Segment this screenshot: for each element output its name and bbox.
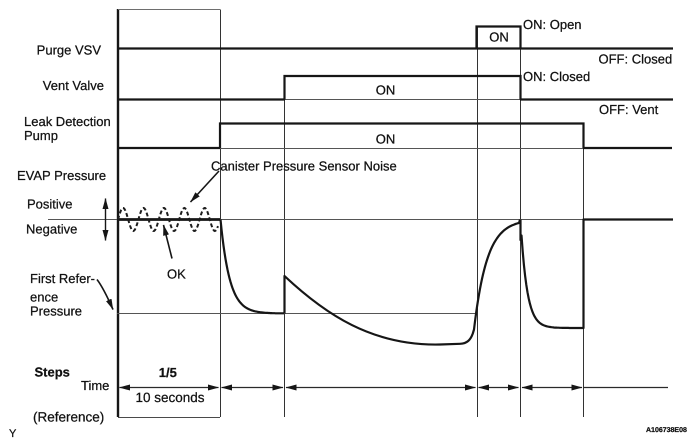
svg-text:1/5: 1/5 (159, 365, 177, 380)
svg-text:First Refer-: First Refer- (30, 271, 95, 286)
svg-text:Pump: Pump (24, 128, 58, 143)
svg-text:ON: ON (489, 30, 509, 45)
svg-text:Vent Valve: Vent Valve (43, 78, 104, 93)
svg-text:Positive: Positive (27, 197, 73, 212)
svg-text:10 seconds: 10 seconds (136, 390, 205, 405)
svg-text:OFF: Vent: OFF: Vent (599, 102, 659, 117)
svg-text:ON: ON (376, 132, 396, 147)
svg-text:A106738E08: A106738E08 (646, 427, 687, 434)
svg-text:OFF: Closed: OFF: Closed (599, 52, 673, 67)
svg-text:Time: Time (81, 378, 109, 393)
svg-text:ON: Closed: ON: Closed (523, 69, 590, 84)
svg-text:Leak Detection: Leak Detection (24, 114, 111, 129)
svg-text:Negative: Negative (26, 222, 77, 237)
svg-text:ON: Open: ON: Open (523, 17, 582, 32)
svg-text:Pressure: Pressure (30, 304, 82, 319)
svg-text:OK: OK (167, 267, 186, 282)
svg-text:ON: ON (376, 83, 396, 98)
svg-text:(Reference): (Reference) (33, 410, 104, 425)
svg-text:Canister Pressure Sensor Noise: Canister Pressure Sensor Noise (211, 159, 397, 174)
svg-text:ence: ence (30, 290, 58, 305)
svg-text:EVAP Pressure: EVAP Pressure (17, 168, 106, 183)
svg-text:Purge VSV: Purge VSV (37, 43, 102, 58)
svg-text:Steps: Steps (35, 365, 70, 380)
svg-text:Y: Y (9, 428, 17, 440)
